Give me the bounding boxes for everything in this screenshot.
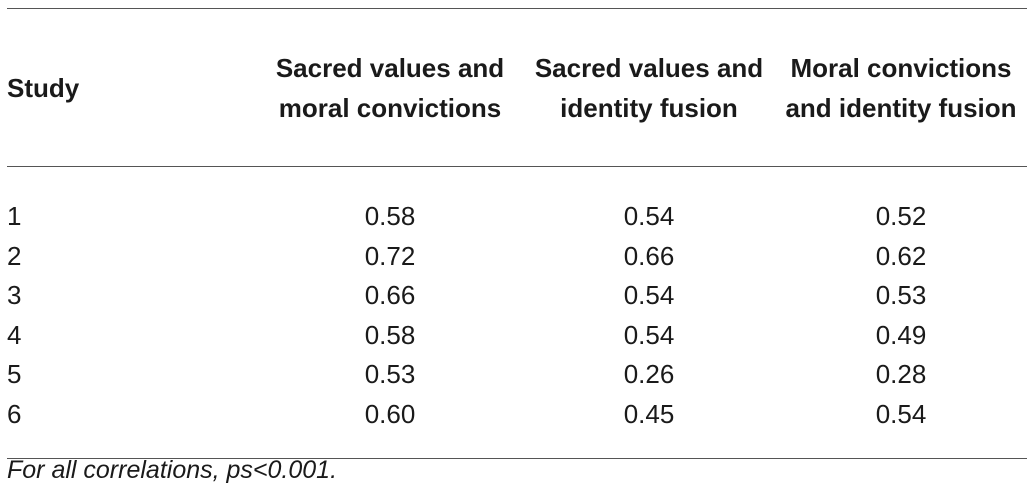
bottom-rule [7,458,1027,459]
value-cell: 0.54 [875,398,927,429]
table-header: Study Sacred values and moral conviction… [7,9,1027,166]
study-cell: 4 [7,319,22,350]
value-cell: 0.62 [875,240,927,271]
header-sacred-moral: Sacred values and moral convictions [275,52,505,123]
header-study: Study [7,72,80,103]
table-footnote: For all correlations, ps<0.001. [7,456,338,484]
study-cell: 3 [7,280,22,311]
value-cell: 0.58 [364,201,416,232]
value-cell: 0.52 [875,201,927,232]
value-cell: 0.45 [623,398,675,429]
table-row: 6 0.60 0.45 0.54 [7,395,1027,435]
correlation-table: Study Sacred values and moral conviction… [7,8,1027,459]
value-cell: 0.26 [623,359,675,390]
table-row: 2 0.72 0.66 0.62 [7,237,1027,277]
top-rule [7,8,1027,9]
study-cell: 1 [7,201,22,232]
value-cell: 0.66 [364,280,416,311]
value-cell: 0.49 [875,319,927,350]
table-row: 4 0.58 0.54 0.49 [7,316,1027,356]
table-body: 1 0.58 0.54 0.52 2 0.72 0.66 0.62 3 0.66… [7,167,1027,458]
value-cell: 0.58 [364,319,416,350]
value-cell: 0.54 [623,201,675,232]
value-cell: 0.28 [875,359,927,390]
table-row: 5 0.53 0.26 0.28 [7,355,1027,395]
table-row: 1 0.58 0.54 0.52 [7,197,1027,237]
value-cell: 0.53 [875,280,927,311]
study-cell: 2 [7,240,22,271]
value-cell: 0.60 [364,398,416,429]
study-cell: 6 [7,398,22,429]
value-cell: 0.72 [364,240,416,271]
header-sacred-fusion: Sacred values and identity fusion [534,52,764,123]
study-cell: 5 [7,359,22,390]
value-cell: 0.54 [623,319,675,350]
value-cell: 0.66 [623,240,675,271]
header-rule [7,166,1027,167]
value-cell: 0.54 [623,280,675,311]
table-row: 3 0.66 0.54 0.53 [7,276,1027,316]
header-moral-fusion: Moral convictions and identity fusion [785,52,1017,123]
value-cell: 0.53 [364,359,416,390]
